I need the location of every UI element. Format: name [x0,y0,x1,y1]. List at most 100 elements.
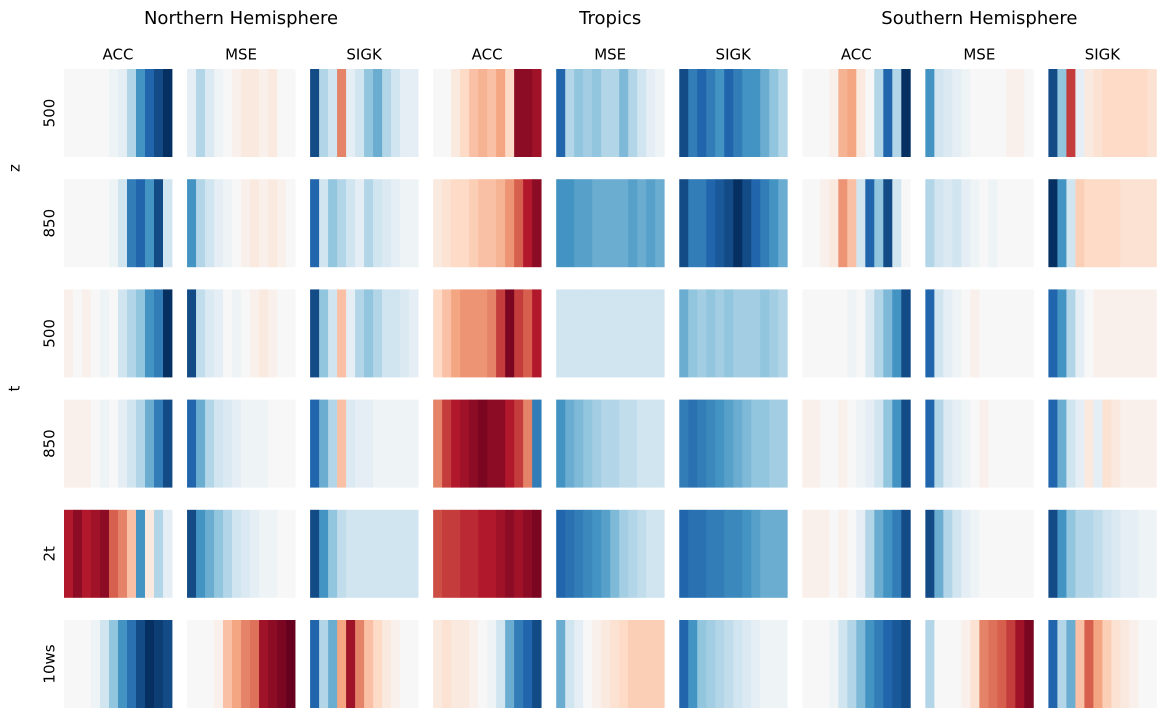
heat-cell [592,620,602,708]
heat-cell [469,289,479,378]
heat-cell [829,399,839,488]
heat-cell [856,509,866,598]
heat-cell [724,179,734,268]
heat-cell [373,509,383,598]
heat-cell [802,399,812,488]
column-title: ACC [841,46,872,64]
heat-cell [646,509,656,598]
heat-cell [706,509,716,598]
heat-cell [865,179,875,268]
heat-cell [514,399,524,488]
heat-cell [214,69,224,157]
heat-cell [250,69,260,157]
heat-cell [706,399,716,488]
heat-cell [1147,179,1157,268]
heat-cell [250,179,260,268]
heat-cell [433,399,443,488]
heat-cell [100,289,110,378]
heat-cell [646,289,656,378]
heat-cell [1075,179,1085,268]
heat-cell [364,179,374,268]
heat-cell [970,399,980,488]
heat-cell [451,620,461,708]
heat-cell [205,399,215,488]
heat-cell [241,399,251,488]
heat-cell [460,399,470,488]
heat-cell [346,620,356,708]
heat-cell [619,179,629,268]
heat-cell [382,179,392,268]
column-title: SIGK [1085,46,1122,64]
heat-cell [163,399,173,488]
heat-cell [442,179,452,268]
heat-cell [838,289,848,378]
heat-cell [1147,399,1157,488]
heat-cell [820,69,830,157]
heat-cell [1024,620,1034,708]
heat-cell [1120,620,1130,708]
heat-cell [223,399,233,488]
heat-cell [925,399,935,488]
heat-cell [532,179,542,268]
heat-cell [523,399,533,488]
heat-cell [619,620,629,708]
heat-cell [382,620,392,708]
heat-cell [601,289,611,378]
heat-cell [523,69,533,157]
heat-cell [145,69,155,157]
heat-cell [196,69,206,157]
heat-cell [679,509,689,598]
heat-cell [961,69,971,157]
heat-cell [154,289,164,378]
row-group-label: z [6,164,24,172]
heat-cell [232,289,242,378]
row-label: 500 [41,99,59,128]
heat-cell [1120,399,1130,488]
heat-cell [64,509,74,598]
heat-cell [769,399,779,488]
heat-cell [82,179,92,268]
heat-cell [505,69,515,157]
column-title: ACC [103,46,134,64]
heat-cell [610,620,620,708]
heat-cell [337,69,347,157]
heat-cell [1093,399,1103,488]
heat-cell [82,289,92,378]
heat-cell [724,620,734,708]
heat-cell [268,289,278,378]
heat-cell [751,399,761,488]
heat-cell [382,69,392,157]
heat-cell [400,289,410,378]
heat-cell [943,69,953,157]
heat-cell [205,289,215,378]
heat-cell [847,69,857,157]
heat-cell [637,399,647,488]
heat-cell [874,509,884,598]
heat-cell [892,399,902,488]
heat-cell [1147,69,1157,157]
heat-cell [574,509,584,598]
heat-cell [628,179,638,268]
heat-cell [310,399,320,488]
heat-cell [310,620,320,708]
heat-cell [382,399,392,488]
heat-cell [1015,179,1025,268]
heat-cell [286,69,296,157]
heat-cell [1006,69,1016,157]
heat-cell [655,399,665,488]
heat-cell [64,69,74,157]
heat-cell [952,179,962,268]
heat-cell [82,509,92,598]
heat-cell [565,399,575,488]
heat-cell [874,69,884,157]
heat-cell [697,179,707,268]
heat-cell [277,179,287,268]
heat-cell [1111,509,1121,598]
heat-cell [118,69,128,157]
heat-cell [619,509,629,598]
heat-cell [514,69,524,157]
heat-cell [187,179,197,268]
column-title: ACC [472,46,503,64]
heat-cell [934,620,944,708]
heat-cell [874,399,884,488]
